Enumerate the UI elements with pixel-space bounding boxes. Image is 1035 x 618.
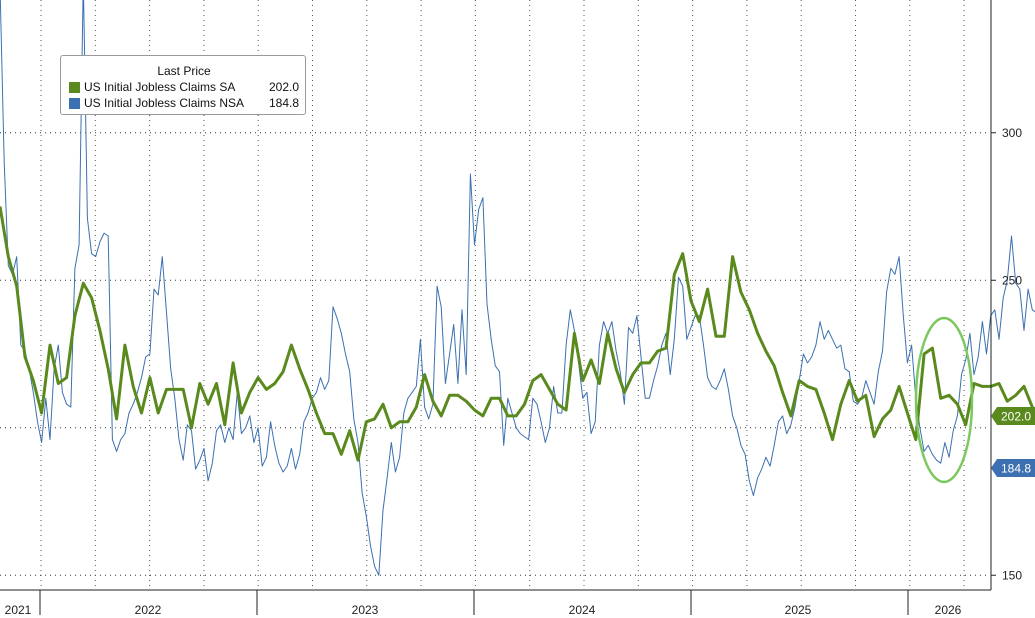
legend-entry-sa: US Initial Jobless Claims SA 202.0: [69, 80, 299, 95]
legend-value-nsa: 184.8: [268, 96, 299, 110]
y-tick-label-250: 250: [1002, 273, 1022, 287]
x-tick-label-2025: 2025: [785, 603, 812, 617]
legend: Last Price US Initial Jobless Claims SA …: [60, 55, 306, 115]
last-value-tag-nsa-text: 184.8: [1001, 462, 1031, 476]
series-line-sa: [0, 206, 1035, 462]
legend-value-sa: 202.0: [268, 80, 299, 94]
last-value-tag-sa: 202.0: [991, 407, 1035, 425]
last-value-tag-nsa-bg: [991, 459, 1035, 477]
y-tick-label-300: 300: [1002, 126, 1022, 140]
x-tick-label-2021: 2021: [5, 603, 32, 617]
last-value-tag-nsa: 184.8: [991, 459, 1035, 477]
x-tick-label-2024: 2024: [569, 603, 596, 617]
horizontal-gridlines: [0, 132, 990, 576]
legend-label-nsa: US Initial Jobless Claims NSA: [84, 96, 245, 110]
legend-swatch-sa: [69, 82, 80, 93]
legend-swatch-nsa: [69, 98, 80, 109]
vertical-gridlines: [40, 0, 965, 590]
last-value-tag-sa-text: 202.0: [1001, 410, 1031, 424]
x-tick-label-2026: 2026: [935, 603, 962, 617]
legend-entry-nsa: US Initial Jobless Claims NSA 184.8: [69, 96, 299, 111]
x-tick-label-2022: 2022: [135, 603, 162, 617]
y-tick-label-150: 150: [1002, 568, 1022, 582]
legend-title: Last Price: [157, 64, 211, 78]
highlight-ellipse: [914, 316, 974, 484]
last-value-tag-sa-bg: [991, 407, 1035, 425]
x-tick-label-2023: 2023: [352, 603, 379, 617]
series-line-nsa: [0, 0, 1035, 576]
legend-label-sa: US Initial Jobless Claims SA: [84, 80, 236, 94]
series-lines: [0, 0, 1035, 576]
